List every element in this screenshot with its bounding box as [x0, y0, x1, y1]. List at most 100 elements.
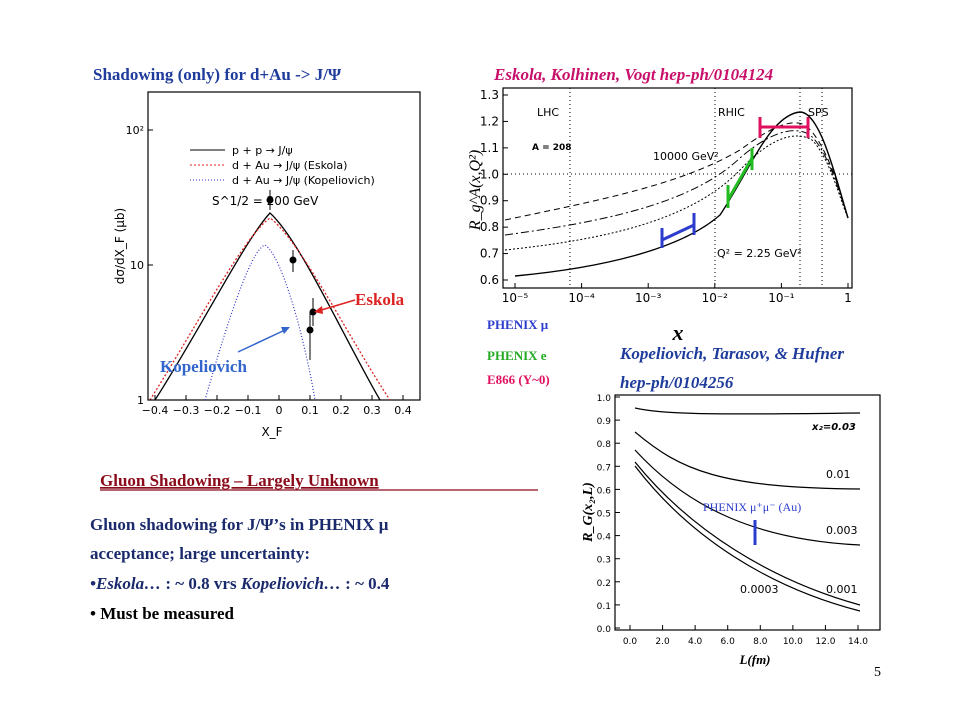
x-tick-label: 10⁻¹: [768, 291, 795, 305]
y-tick-label: 1.2: [480, 114, 499, 128]
curve: [634, 431, 861, 490]
label: SPS: [808, 106, 829, 119]
x-tick-label: 0: [276, 404, 283, 417]
curve-label: 0.01: [826, 468, 851, 481]
body-line: acceptance; large uncertainty:: [90, 544, 310, 563]
x-tick-label: 0.0: [623, 637, 638, 647]
x-tick-label: 2.0: [655, 637, 670, 647]
y-tick-label: 1.1: [480, 141, 499, 155]
curve: [504, 130, 849, 236]
body-seg: Kopeliovich…: [240, 574, 345, 593]
title-left: Shadowing (only) for d+Au -> J/Ψ: [93, 65, 342, 84]
x-tick-label: 0.3: [363, 404, 381, 417]
x-tick-label: 0.4: [394, 404, 412, 417]
body: Gluon shadowing for J/Ψ’s in PHENIX μ ac…: [90, 515, 390, 623]
curve: [634, 449, 861, 546]
x-tick-label: 10⁻⁴: [568, 291, 595, 305]
y-axis-label: dσ/dX_F (μb): [113, 208, 127, 284]
y-tick-label: 0.6: [597, 486, 612, 496]
annotation: Kopeliovich: [160, 357, 247, 376]
legend-entry: PHENIX e: [487, 348, 547, 363]
y-tick-label: 1.0: [480, 167, 499, 181]
x-tick-label: −0.4: [142, 404, 169, 417]
x-tick-label: −0.2: [204, 404, 231, 417]
x-tick-label: 8.0: [753, 637, 768, 647]
x-axis-label: L(fm): [738, 652, 770, 667]
legend-entry: d + Au → J/ψ (Kopeliovich): [232, 174, 375, 187]
y-tick-label: 1.3: [480, 88, 499, 102]
y-tick-label: 0.3: [597, 556, 611, 566]
y-axis-label: R_g^A(x,Q²): [467, 150, 484, 231]
y-tick-label: 0.4: [597, 533, 612, 543]
y-tick-label: 0.2: [597, 579, 611, 589]
legend-entry: p + p → J/ψ: [232, 144, 293, 157]
curve-label: x₂=0.03: [811, 422, 856, 433]
plot-title: Kopeliovich, Tarasov, & Hufner: [619, 344, 844, 363]
x-tick-label: 14.0: [848, 637, 868, 647]
x-tick-label: 10⁻²: [702, 291, 729, 305]
frame: [147, 91, 421, 401]
y-tick-label: 0.7: [597, 463, 611, 473]
arrow: [237, 329, 286, 353]
title-right: Eskola, Kolhinen, Vogt hep-ph/0104124: [493, 65, 773, 84]
x-tick-label: 0.2: [332, 404, 350, 417]
x-tick-label: 10.0: [783, 637, 803, 647]
x-tick-label: 10⁻³: [635, 291, 662, 305]
curve: [154, 212, 381, 401]
y-tick-label: 0.7: [480, 247, 499, 261]
x-tick-label: 12.0: [815, 637, 835, 647]
y-tick-label: 0.8: [480, 220, 499, 234]
e866-bar: [758, 117, 810, 138]
plot-right-top: LHC RHIC SPS A = 208 10000 GeV² Q² = 2.2…: [487, 87, 853, 387]
x-tick-label: 0.1: [301, 404, 319, 417]
y-tick-label: 10²: [126, 124, 144, 137]
y-tick-label: 1.0: [597, 394, 612, 404]
phenix-e-bar: [726, 148, 754, 208]
x-tick-label: 4.0: [688, 637, 703, 647]
legend-entry: d + Au → J/ψ (Eskola): [232, 159, 347, 172]
curve-label: 0.001: [826, 583, 858, 596]
frame: [502, 87, 853, 289]
label: 10000 GeV²: [653, 150, 719, 163]
curve: [634, 461, 861, 606]
label: Q² = 2.25 GeV²: [717, 247, 802, 260]
x-tick-label: −0.1: [235, 404, 262, 417]
page-number: 5: [874, 665, 881, 680]
y-tick-label: 10: [130, 259, 144, 272]
x-tick-label: 10⁻⁵: [502, 291, 529, 305]
x-tick-label: −0.3: [173, 404, 200, 417]
body-line: • Must be measured: [90, 604, 235, 623]
y-tick-label: 1: [137, 394, 144, 407]
plot-left: Eskola Kopeliovich: [147, 91, 421, 401]
y-axis-label: R_G(x₂,L): [581, 482, 596, 543]
curve-label: 0.003: [826, 524, 858, 537]
data-points: [266, 190, 317, 360]
y-tick-label: 0.8: [597, 440, 612, 450]
y-tick-label: 0.5: [597, 510, 611, 520]
curve: [634, 465, 861, 612]
y-tick-label: 0.9: [480, 194, 499, 208]
phenix-mu-bar: [660, 213, 696, 248]
curve: [634, 407, 861, 415]
body-seg: •Eskola…: [90, 574, 165, 593]
heading: Gluon Shadowing – Largely Unknown: [100, 471, 379, 490]
legend-entry: E866 (Y~0): [487, 372, 550, 387]
body-line: Gluon shadowing for J/Ψ’s in PHENIX μ: [90, 515, 389, 534]
energy-label: S^1/2 = 200 GeV: [212, 194, 319, 208]
annotation: Eskola: [355, 290, 405, 309]
curve-label: 0.0003: [740, 583, 779, 596]
region-lines: [503, 88, 852, 288]
y-tick-label: 0.0: [597, 625, 612, 635]
body-seg: : ~ 0.4: [345, 574, 390, 593]
label: LHC: [537, 106, 559, 119]
arrow: [317, 299, 356, 312]
body-line: •Eskola… : ~ 0.8 vrs Kopeliovich… : ~ 0.…: [90, 574, 390, 593]
label: RHIC: [718, 106, 745, 119]
arrow-head: [314, 306, 323, 314]
x-tick-label: 6.0: [721, 637, 736, 647]
annotation: PHENIX μ⁺μ⁻ (Au): [703, 500, 801, 514]
curve: [204, 244, 316, 401]
curve: [504, 135, 849, 251]
x-axis-label: x: [672, 320, 684, 345]
